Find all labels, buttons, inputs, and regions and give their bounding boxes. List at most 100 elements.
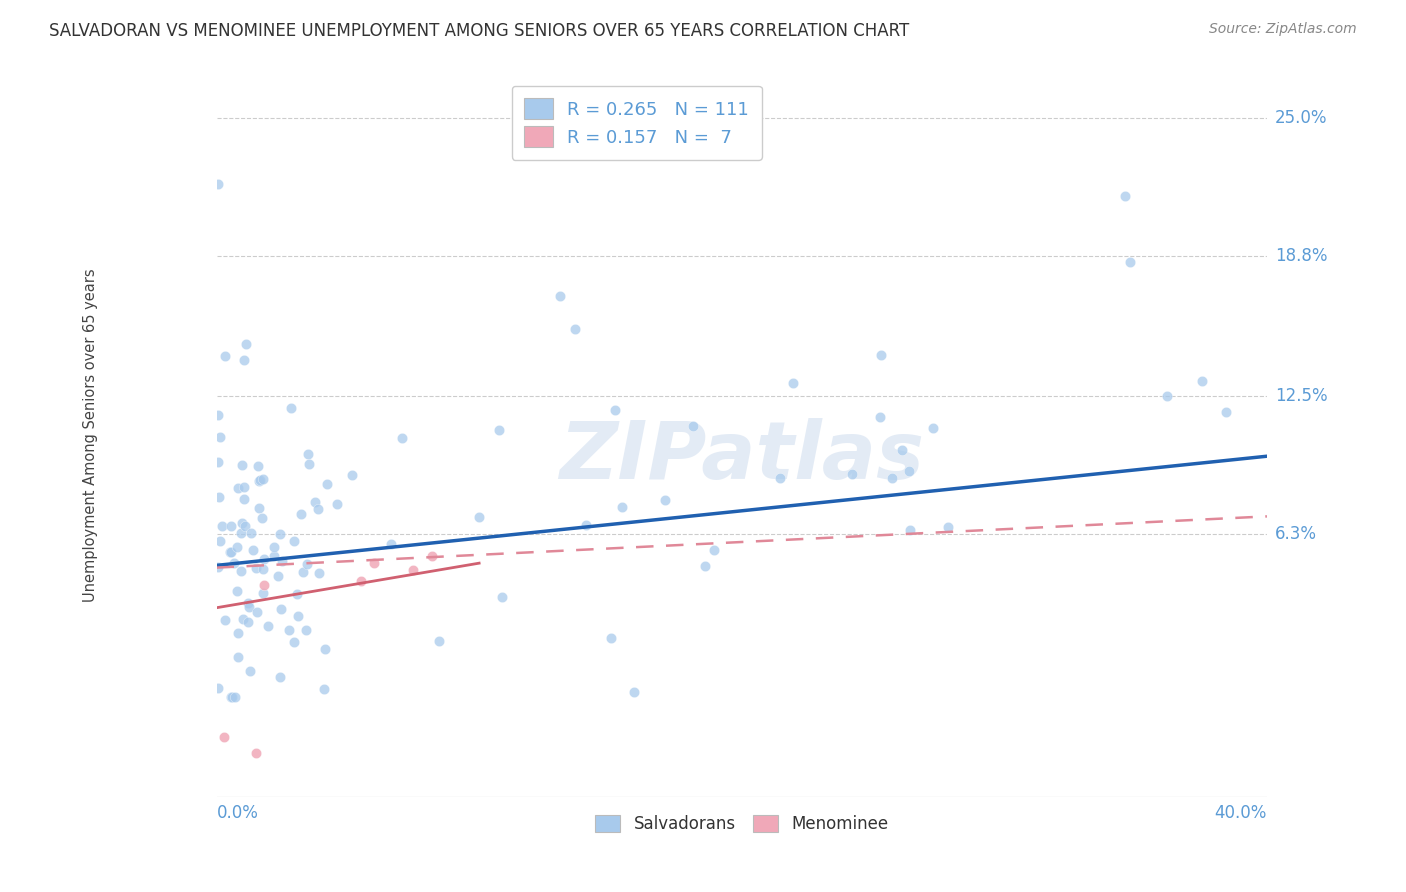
Point <box>247 475 270 489</box>
Point <box>283 533 305 548</box>
Point <box>214 613 236 627</box>
Point <box>1156 389 1178 403</box>
Point <box>870 348 893 362</box>
Point <box>253 552 276 566</box>
Point <box>841 467 863 481</box>
Point <box>869 410 891 425</box>
Point <box>548 289 571 303</box>
Point <box>245 746 267 760</box>
Point <box>239 526 262 541</box>
Point <box>207 560 229 574</box>
Point <box>1114 188 1136 202</box>
Point <box>314 682 336 697</box>
Point <box>269 670 291 684</box>
Point <box>326 497 349 511</box>
Text: 40.0%: 40.0% <box>1215 804 1267 822</box>
Point <box>221 545 243 559</box>
Point <box>936 519 959 533</box>
Point <box>402 563 425 577</box>
Point <box>214 730 236 744</box>
Point <box>221 690 243 704</box>
Point <box>232 612 254 626</box>
Point <box>304 495 326 509</box>
Point <box>224 690 246 704</box>
Point <box>654 492 676 507</box>
Point <box>782 376 804 390</box>
Point <box>1215 405 1237 419</box>
Point <box>880 471 903 485</box>
Point <box>252 472 274 486</box>
Point <box>207 681 229 696</box>
Text: 18.8%: 18.8% <box>1275 247 1327 265</box>
Point <box>898 523 921 537</box>
Point <box>294 623 316 637</box>
Point <box>316 477 339 491</box>
Point <box>219 518 242 533</box>
Point <box>703 543 725 558</box>
Point <box>226 481 249 495</box>
Point <box>1119 255 1142 269</box>
Legend: Salvadorans, Menominee: Salvadorans, Menominee <box>589 808 894 839</box>
Point <box>263 540 285 554</box>
Point <box>340 468 363 483</box>
Point <box>231 526 253 541</box>
Point <box>270 554 292 568</box>
Point <box>207 455 229 469</box>
Point <box>270 601 292 615</box>
Point <box>488 423 510 437</box>
Text: 25.0%: 25.0% <box>1275 109 1327 127</box>
Point <box>249 473 271 487</box>
Point <box>682 419 704 434</box>
Text: ZIPatlas: ZIPatlas <box>560 417 924 496</box>
Point <box>252 562 274 576</box>
Point <box>922 421 945 435</box>
Point <box>769 471 792 485</box>
Text: Unemployment Among Seniors over 65 years: Unemployment Among Seniors over 65 years <box>83 268 98 602</box>
Point <box>247 458 270 473</box>
Point <box>233 492 256 507</box>
Point <box>221 690 243 704</box>
Point <box>285 587 308 601</box>
Point <box>695 558 717 573</box>
Point <box>238 600 260 615</box>
Point <box>307 502 329 516</box>
Point <box>207 178 229 192</box>
Text: 6.3%: 6.3% <box>1275 525 1317 543</box>
Text: Source: ZipAtlas.com: Source: ZipAtlas.com <box>1209 22 1357 37</box>
Point <box>231 516 253 530</box>
Point <box>290 508 312 522</box>
Point <box>269 527 291 541</box>
Point <box>247 501 270 516</box>
Text: 12.5%: 12.5% <box>1275 387 1327 405</box>
Point <box>207 408 229 422</box>
Point <box>226 540 249 554</box>
Point <box>623 685 645 699</box>
Point <box>280 401 302 415</box>
Point <box>238 597 260 611</box>
Point <box>380 537 402 551</box>
Point <box>427 634 450 648</box>
Point <box>222 557 245 571</box>
Point <box>897 464 920 478</box>
Point <box>291 565 314 579</box>
Point <box>245 560 267 574</box>
Point <box>491 590 513 604</box>
Point <box>235 337 257 351</box>
Point <box>257 618 280 632</box>
Point <box>219 545 242 559</box>
Point <box>263 549 285 563</box>
Point <box>267 569 290 583</box>
Point <box>231 564 253 578</box>
Point <box>253 578 276 592</box>
Point <box>610 500 633 515</box>
Point <box>252 586 274 600</box>
Point <box>350 574 373 588</box>
Point <box>420 549 443 564</box>
Point <box>468 510 491 524</box>
Point <box>208 491 231 505</box>
Point <box>246 605 269 619</box>
Point <box>211 519 233 533</box>
Point <box>226 650 249 665</box>
Point <box>564 322 586 336</box>
Point <box>242 543 264 558</box>
